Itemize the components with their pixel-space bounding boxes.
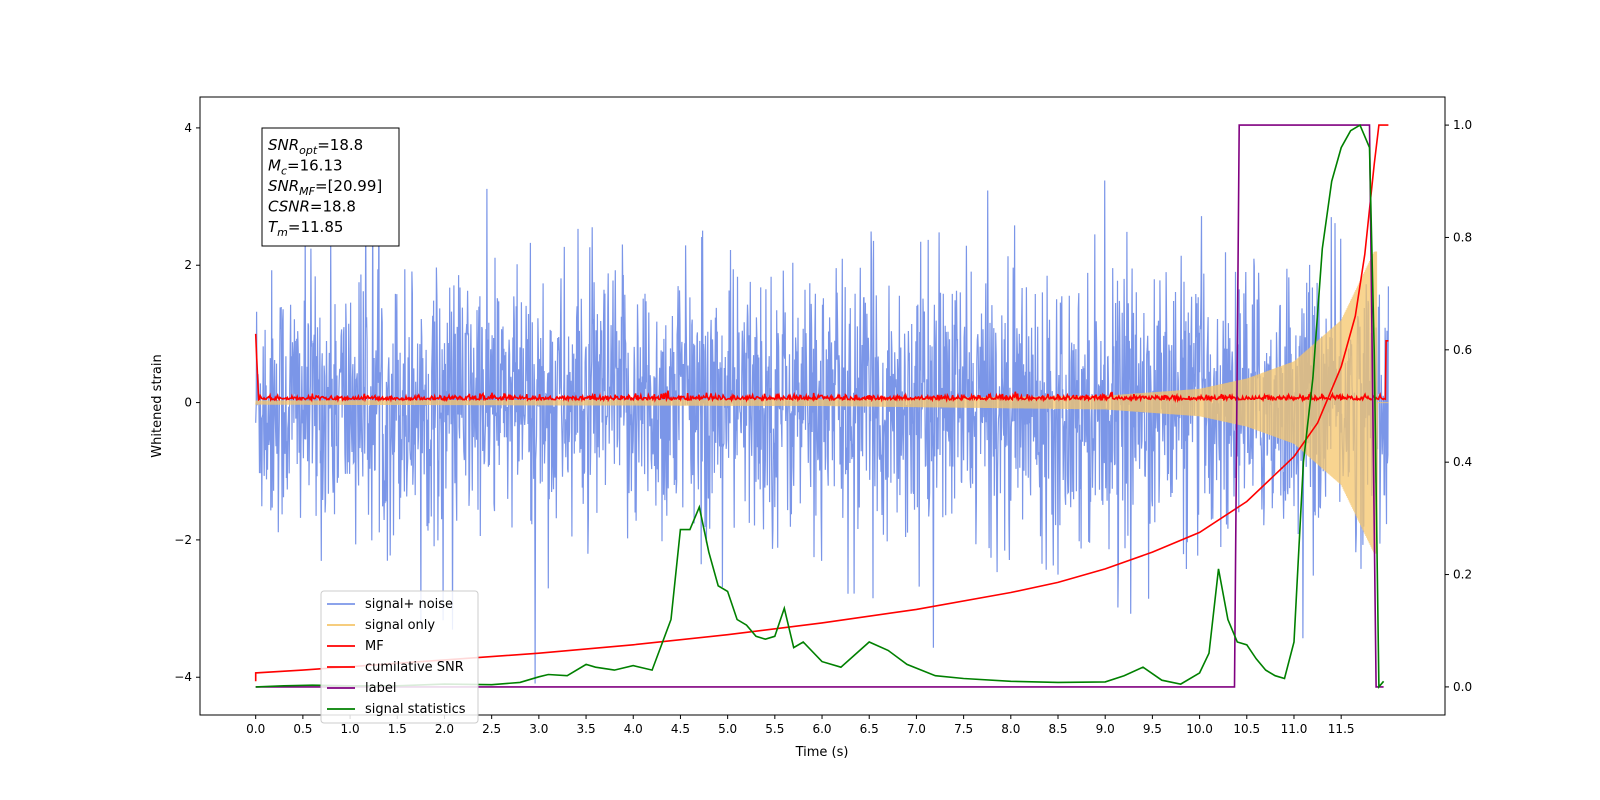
x-tick-label: 0.0 [246,722,265,736]
legend-frame [320,590,479,724]
annotation-subscript: MF [299,185,315,198]
x-tick-label: 9.0 [1096,722,1115,736]
annotation-line: Tm=11.85 [268,218,343,239]
annotation-value: =[20.99] [315,177,382,195]
x-tick-label: 7.0 [907,722,926,736]
y2-tick-label: 0.0 [1453,680,1472,694]
x-tick-label: 4.5 [671,722,690,736]
x-tick-label: 4.0 [624,722,643,736]
annotation-subscript: opt [299,144,318,157]
legend-entry: signal only [365,618,435,633]
x-tick-label: 11.0 [1281,722,1308,736]
legend-entry: signal+ noise [365,597,453,612]
x-tick-label: 2.0 [435,722,454,736]
y-tick-label: −4 [174,670,192,684]
annotation-line: Mc=16.13 [268,157,343,178]
x-tick-label: 9.5 [1143,722,1162,736]
x-tick-label: 8.0 [1001,722,1020,736]
x-tick-label: 10.5 [1233,722,1260,736]
y2-tick-label: 0.8 [1453,230,1472,244]
annotation-symbol: T [268,218,279,236]
x-tick-label: 10.0 [1186,722,1213,736]
series-label [255,124,1384,688]
annotation-value: =18.8 [317,136,363,154]
y2-tick-label: 0.4 [1453,455,1472,469]
x-tick-label: 1.0 [341,722,360,736]
x-tick-label: 8.5 [1048,722,1067,736]
annotation-line: CSNR=18.8 [268,198,356,216]
y-tick-label: 2 [184,258,192,272]
annotation-frame [261,127,400,247]
x-tick-label: 3.0 [529,722,548,736]
annotation-symbol: M [268,157,281,175]
series-signal-noise [255,154,1389,684]
legend-entry: signal statistics [365,702,466,717]
y2-tick-label: 0.2 [1453,568,1472,582]
annotation-value: =11.85 [288,218,344,236]
y2-tick-label: 1.0 [1453,118,1472,132]
annotation-box: SNRopt=18.8Mc=16.13SNRMF=[20.99]CSNR=18.… [261,127,400,247]
annotation-value: =16.13 [287,157,343,175]
legend-entry: MF [365,639,384,654]
x-axis: 0.0 0.5 1.0 1.5 2.0 2.5 3.0 3.5 4.0 4.5 5.0 5.5 6.0 6… [246,715,1355,736]
series-mf [254,333,1389,403]
x-tick-label: 3.5 [577,722,596,736]
series-signal-statistics [255,123,1385,690]
y-tick-label: 4 [184,121,192,135]
annotation-subscript: c [281,165,287,178]
annotation-value: =18.8 [310,198,356,216]
annotation-symbol: SNR [268,177,299,195]
y-tick-label: −2 [174,533,192,547]
annotation-line: SNRMF=[20.99] [268,177,382,198]
x-tick-label: 6.5 [860,722,879,736]
x-tick-label: 1.5 [388,722,407,736]
annotation-line: SNRopt=18.8 [268,136,363,157]
legend: signal+ noise signal only MF cumilative SNR… [320,590,479,724]
annotation-subscript: m [277,226,288,239]
annotation-symbol: SNR [268,136,299,154]
x-tick-label: 5.5 [765,722,784,736]
x-tick-label: 5.0 [718,722,737,736]
x-tick-label: 6.0 [812,722,831,736]
y-axis-left: −4 −2 0 2 4 [174,121,200,684]
legend-entry: label [365,681,396,696]
legend-entry: cumilative SNR [365,660,464,675]
x-tick-label: 11.5 [1328,722,1355,736]
y-axis-right: 0.0 0.2 0.4 0.6 0.8 1.0 [1445,118,1472,694]
x-axis-label: Time (s) [795,745,849,760]
x-tick-label: 2.5 [482,722,501,736]
x-tick-label: 0.5 [293,722,312,736]
y-tick-label: 0 [184,396,192,410]
x-tick-label: 7.5 [954,722,973,736]
y-axis-label: Whitened strain [150,354,165,457]
y2-tick-label: 0.6 [1453,343,1472,357]
annotation-symbol: CSNR [268,198,310,216]
